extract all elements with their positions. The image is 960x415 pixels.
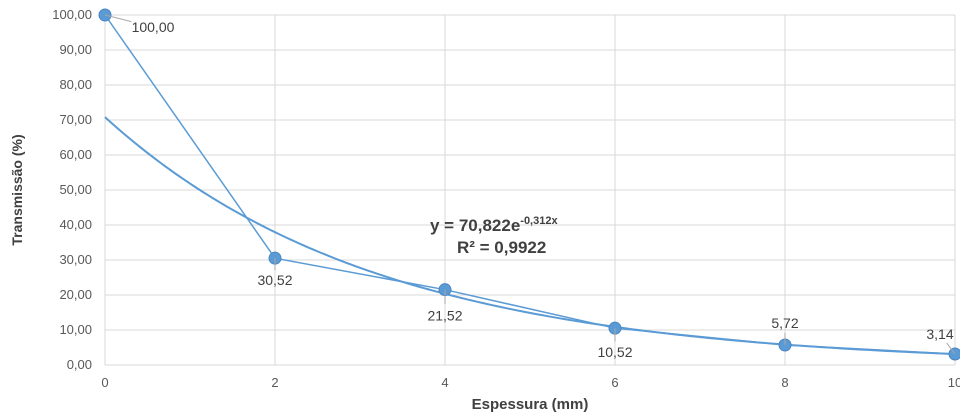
y-tick-label: 0,00 (67, 357, 92, 372)
x-tick-label: 2 (271, 375, 278, 390)
data-label: 10,52 (597, 344, 632, 360)
r-squared-label: R² = 0,9922 (457, 238, 546, 257)
label-leader-line (946, 342, 956, 355)
y-tick-label: 80,00 (59, 77, 92, 92)
data-labels: 100,00 30,52 21,52 10,52 5,72 3,14 (104, 14, 956, 360)
x-tick-label: 10 (948, 375, 960, 390)
series-line (104, 14, 956, 355)
grid-lines (104, 14, 956, 366)
y-tick-label: 60,00 (59, 147, 92, 162)
trendline-layer (104, 116, 956, 356)
series-layer (98, 8, 960, 361)
equation-base: y = 70,822e (430, 216, 520, 235)
y-tick-label: 20,00 (59, 287, 92, 302)
x-tick-labels: 0 2 4 6 8 10 (101, 375, 960, 390)
x-tick-label: 4 (441, 375, 448, 390)
data-label: 100,00 (132, 19, 175, 35)
equation-exponent: -0,312x (520, 215, 558, 227)
y-axis-title: Transmissão (%) (9, 134, 25, 245)
x-axis-title: Espessura (mm) (472, 396, 589, 413)
label-leader-line (104, 14, 132, 23)
y-tick-label: 10,00 (59, 322, 92, 337)
y-tick-label: 30,00 (59, 252, 92, 267)
y-tick-label: 40,00 (59, 217, 92, 232)
data-label: 5,72 (771, 315, 798, 331)
x-tick-label: 8 (781, 375, 788, 390)
trendline (104, 116, 956, 356)
data-label: 21,52 (427, 308, 462, 324)
y-tick-labels: 0,00 10,00 20,00 30,00 40,00 50,00 60,00 70,00 8… (52, 7, 92, 372)
y-tick-label: 50,00 (59, 182, 92, 197)
data-label: 3,14 (926, 326, 953, 342)
y-tick-label: 70,00 (59, 112, 92, 127)
y-tick-label: 90,00 (59, 42, 92, 57)
data-label: 30,52 (257, 272, 292, 288)
y-tick-label: 100,00 (52, 7, 92, 22)
x-tick-label: 0 (101, 375, 108, 390)
x-tick-label: 6 (611, 375, 618, 390)
trendline-equation: y = 70,822e-0,312x (430, 215, 558, 235)
